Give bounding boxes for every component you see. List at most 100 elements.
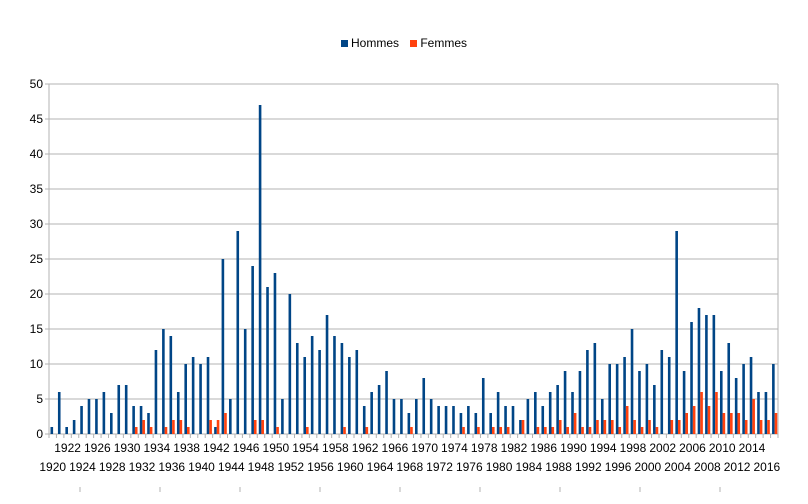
bar-hommes-1957 xyxy=(325,315,329,434)
bar-hommes-1939 xyxy=(191,357,195,434)
bar-femmes-1987 xyxy=(551,427,555,434)
bar-hommes-1988 xyxy=(556,385,559,434)
bar-femmes-2016 xyxy=(767,420,770,434)
bar-hommes-1931 xyxy=(132,406,135,434)
x-tick-label: 2006 xyxy=(679,441,706,455)
x-tick-label: 1980 xyxy=(486,460,513,474)
x-tick-label: 1998 xyxy=(620,441,647,455)
bar-hommes-2015 xyxy=(757,392,760,434)
bar-femmes-1941 xyxy=(209,420,212,434)
legend-item-femmes: Femmes xyxy=(410,36,467,50)
bar-femmes-2013 xyxy=(744,420,748,434)
bar-hommes-1935 xyxy=(162,329,165,434)
x-tick-label: 1946 xyxy=(233,441,260,455)
bar-hommes-1932 xyxy=(139,406,143,434)
bar-hommes-1971 xyxy=(429,399,433,434)
y-tick-label: 5 xyxy=(36,392,43,406)
bar-hommes-1959 xyxy=(340,343,344,434)
x-tick-label: 1952 xyxy=(277,460,304,474)
x-tick-label: 1966 xyxy=(382,441,409,455)
bar-hommes-1980 xyxy=(496,392,500,434)
bar-hommes-1922 xyxy=(65,427,68,434)
bar-hommes-2005 xyxy=(682,371,686,434)
bar-hommes-1942 xyxy=(214,427,217,434)
bar-hommes-1990 xyxy=(571,392,574,434)
bar-femmes-1932 xyxy=(142,420,145,434)
y-tick-label: 30 xyxy=(30,217,44,231)
x-tick-label: 2012 xyxy=(724,460,751,474)
x-tick-label: 1928 xyxy=(99,460,126,474)
y-tick-label: 40 xyxy=(30,147,44,161)
bar-hommes-1993 xyxy=(593,343,597,434)
bar-hommes-1992 xyxy=(586,350,589,434)
bar-femmes-1931 xyxy=(134,427,138,434)
bar-femmes-2009 xyxy=(715,392,718,434)
y-tick-label: 15 xyxy=(30,322,44,336)
bar-femmes-2011 xyxy=(730,413,733,434)
x-tick-label: 1938 xyxy=(173,441,200,455)
x-tick-label: 1984 xyxy=(515,460,542,474)
x-tick-label: 1960 xyxy=(337,460,364,474)
x-tick-label: 2004 xyxy=(664,460,691,474)
bar-hommes-1976 xyxy=(467,406,470,434)
bar-hommes-1996 xyxy=(615,364,619,434)
bar-femmes-1975 xyxy=(462,427,465,434)
bar-femmes-1985 xyxy=(536,427,540,434)
bar-hommes-1989 xyxy=(563,371,567,434)
bar-hommes-1977 xyxy=(474,413,478,434)
bar-hommes-1961 xyxy=(355,350,359,434)
bar-femmes-2010 xyxy=(722,413,726,434)
x-tick-label: 1968 xyxy=(396,460,423,474)
bar-hommes-1937 xyxy=(176,392,180,434)
bar-hommes-1952 xyxy=(288,294,292,434)
bar-hommes-1987 xyxy=(548,392,552,434)
bar-hommes-1983 xyxy=(519,420,522,434)
bar-femmes-1968 xyxy=(410,427,413,434)
bar-femmes-1994 xyxy=(603,420,607,434)
bar-hommes-2012 xyxy=(734,378,738,434)
bar-hommes-1921 xyxy=(57,392,61,434)
bar-hommes-1994 xyxy=(600,399,604,434)
bar-femmes-2006 xyxy=(692,406,696,434)
bar-femmes-1993 xyxy=(596,420,599,434)
bar-hommes-1999 xyxy=(638,371,641,434)
bar-hommes-1964 xyxy=(377,385,381,434)
bar-hommes-1967 xyxy=(400,399,403,434)
legend-label-hommes: Hommes xyxy=(350,36,399,50)
bar-femmes-1937 xyxy=(179,420,183,434)
bar-femmes-1959 xyxy=(343,427,346,434)
bar-hommes-1966 xyxy=(392,399,396,434)
bar-hommes-1962 xyxy=(362,406,366,434)
bar-femmes-1962 xyxy=(365,427,369,434)
bar-femmes-1933 xyxy=(149,427,153,434)
bar-hommes-1979 xyxy=(489,413,492,434)
bar-femmes-2012 xyxy=(737,413,741,434)
bar-hommes-1940 xyxy=(199,364,202,434)
bar-hommes-1963 xyxy=(370,392,373,434)
bar-femmes-2000 xyxy=(648,420,651,434)
x-tick-label: 1956 xyxy=(307,460,334,474)
bar-femmes-1979 xyxy=(491,427,495,434)
bar-hommes-1923 xyxy=(72,420,76,434)
x-tick-label: 2010 xyxy=(709,441,736,455)
bar-femmes-1991 xyxy=(581,427,584,434)
legend: Hommes Femmes xyxy=(0,36,808,50)
x-tick-label: 2002 xyxy=(649,441,676,455)
bar-hommes-1986 xyxy=(541,406,545,434)
y-tick-label: 50 xyxy=(30,77,44,91)
x-tick-label: 1970 xyxy=(411,441,438,455)
x-tick-label: 1950 xyxy=(263,441,290,455)
bar-femmes-1947 xyxy=(253,420,257,434)
bar-hommes-2010 xyxy=(719,371,723,434)
bar-femmes-1950 xyxy=(276,427,279,434)
bar-hommes-1920 xyxy=(50,427,54,434)
bar-femmes-1995 xyxy=(611,420,614,434)
x-tick-label: 1942 xyxy=(203,441,230,455)
bar-hommes-2017 xyxy=(772,364,775,434)
bar-femmes-1998 xyxy=(633,420,636,434)
x-tick-label: 1992 xyxy=(575,460,602,474)
bar-hommes-1984 xyxy=(526,399,530,434)
bar-femmes-1999 xyxy=(640,427,644,434)
